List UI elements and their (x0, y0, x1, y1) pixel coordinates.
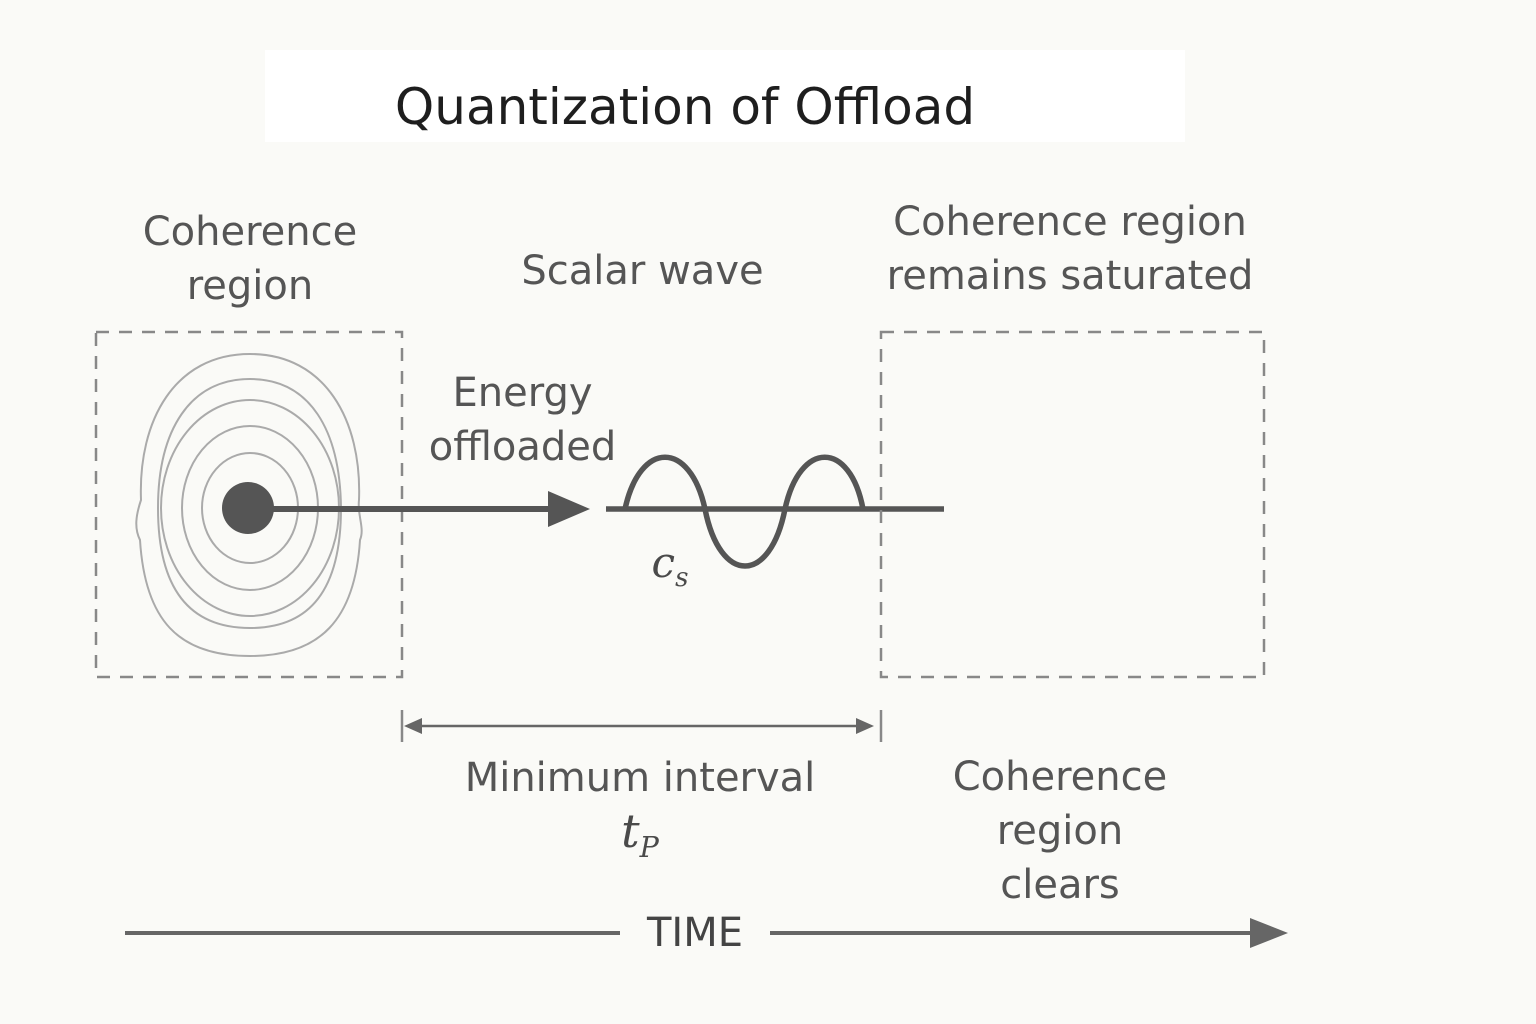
interval-letter: t (621, 804, 640, 858)
interval-arrow-left-head (404, 718, 422, 734)
concentric-rings (135, 352, 363, 658)
clears-label-line1: Coherence (952, 754, 1168, 800)
right-region-box (879, 330, 1266, 679)
title-card (265, 50, 1185, 142)
clears-label-line3: clears (1000, 862, 1120, 908)
time-axis-arrowhead (1250, 918, 1288, 948)
energy-label-line1: Energy (452, 370, 593, 416)
left-region-label-line1: Coherence (142, 209, 358, 255)
ring-4 (156, 377, 343, 630)
minimum-interval-label: Minimum interval (464, 755, 816, 801)
clears-label: Coherence region clears (920, 750, 1200, 912)
interval-symbol: tP (600, 802, 680, 877)
scalar-wave-label: Scalar wave (521, 248, 764, 294)
wave-speed-subscript: s (675, 563, 689, 594)
right-region-label: Coherence region remains saturated (860, 195, 1280, 303)
interval-arrow-right-head (856, 718, 874, 734)
wave-speed-symbol: cs (640, 538, 700, 603)
energy-label-line2: offloaded (428, 424, 617, 470)
right-region-label-line1: Coherence region (893, 199, 1247, 245)
time-axis-label: TIME (646, 910, 743, 956)
wave-speed-letter: c (651, 538, 676, 587)
diagram-title: Quantization of Offload (394, 78, 976, 136)
energy-arrow-head (548, 491, 590, 527)
scalar-wave-curve (622, 454, 866, 569)
source-dot (222, 482, 274, 534)
right-region-label-line2: remains saturated (886, 253, 1254, 299)
ring-5 (135, 352, 363, 658)
clears-label-line2: region (996, 808, 1124, 854)
interval-subscript: P (639, 830, 659, 864)
left-region-box (94, 330, 404, 679)
left-region-label-line2: region (186, 263, 314, 309)
left-region-label: Coherence region (100, 205, 400, 313)
energy-offloaded-label: Energy offloaded (415, 366, 630, 474)
